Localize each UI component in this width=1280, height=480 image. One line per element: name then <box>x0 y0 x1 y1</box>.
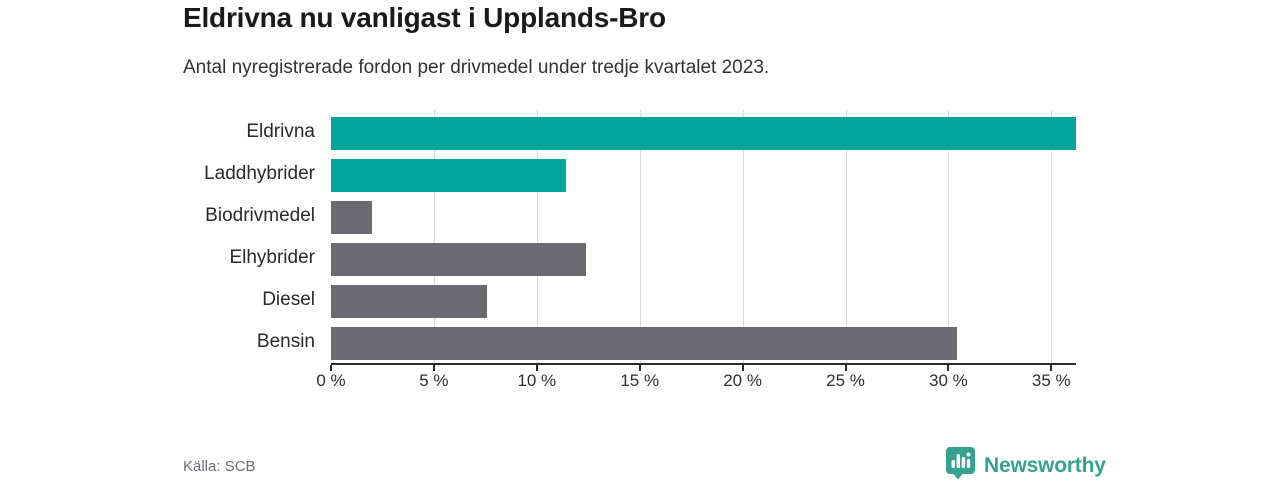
tick-label-10: 10 % <box>517 371 557 390</box>
category-label: Biodrivmedel <box>205 205 315 226</box>
category-label: Diesel <box>262 289 315 310</box>
bar-row-bensin: Bensin <box>257 327 1076 360</box>
chart-title: Eldrivna nu vanligast i Upplands-Bro <box>183 2 666 33</box>
bar-row-elhybrider: Elhybrider <box>229 243 1076 276</box>
tick-label-0: 0 % <box>316 371 346 390</box>
tick-mark-35 <box>1050 365 1053 371</box>
plot-area: Eldrivna Laddhybrider Biodrivmedel Elhyb… <box>204 108 1076 390</box>
chart-subtitle: Antal nyregistrerade fordon per drivmede… <box>183 57 770 78</box>
tick-mark-15 <box>638 365 641 371</box>
gridline-35 <box>1051 110 1053 363</box>
bar-diesel <box>331 285 488 318</box>
bar-row-laddhybrider: Laddhybrider <box>204 159 1076 192</box>
category-label: Bensin <box>256 331 315 352</box>
tick-mark-25 <box>844 365 847 371</box>
gridline-30 <box>948 110 950 363</box>
tick-label-20: 20 % <box>723 371 762 390</box>
gridline-20 <box>742 110 744 363</box>
gridline-10 <box>536 110 538 363</box>
gridline-15 <box>639 110 641 363</box>
tick-label-15: 15 % <box>620 371 660 390</box>
tick-label-5: 5 % <box>419 371 449 390</box>
gridline-5 <box>433 110 435 363</box>
tick-mark-20 <box>741 365 744 371</box>
source-note: Källa: SCB <box>183 458 256 475</box>
bar-biodrivmedel <box>331 201 373 234</box>
tick-mark-10 <box>535 365 538 371</box>
bar-elhybrider <box>331 243 587 276</box>
tick-label-25: 25 % <box>826 371 865 390</box>
category-label: Eldrivna <box>246 121 315 142</box>
tick-mark-30 <box>947 365 950 371</box>
bar-row-diesel: Diesel <box>262 285 1076 318</box>
bar-row-biodrivmedel: Biodrivmedel <box>205 201 1076 234</box>
newsworthy-wordmark: Newsworthy <box>984 453 1106 477</box>
x-axis-line <box>331 363 1076 365</box>
bar-eldrivna <box>331 117 1076 150</box>
tick-label-35: 35 % <box>1031 371 1071 390</box>
bar-row-eldrivna: Eldrivna <box>246 117 1076 150</box>
category-label: Laddhybrider <box>204 163 315 184</box>
bar-bensin <box>331 327 957 360</box>
newsworthy-brand: Newsworthy <box>945 446 1106 480</box>
tick-mark-0 <box>330 365 332 371</box>
tick-label-30: 30 % <box>929 371 968 390</box>
tick-mark-5 <box>432 365 435 371</box>
gridline-25 <box>845 110 847 363</box>
newsworthy-logo-icon <box>945 446 976 480</box>
bar-laddhybrider <box>331 159 566 192</box>
category-label: Elhybrider <box>229 247 315 268</box>
